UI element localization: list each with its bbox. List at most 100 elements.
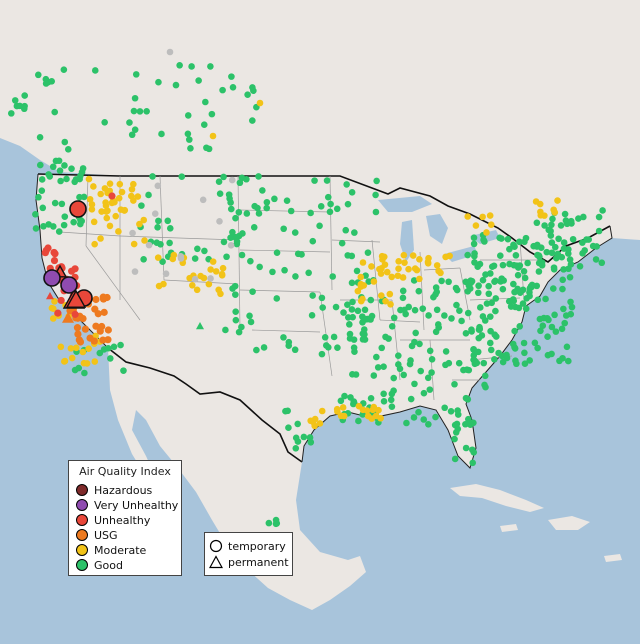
good-station — [548, 221, 555, 229]
good-station — [107, 355, 114, 362]
good-station — [291, 229, 299, 236]
good-station — [285, 342, 293, 350]
good-station — [515, 264, 522, 271]
good-station — [426, 347, 434, 355]
unhealthy-permanent-station — [65, 289, 87, 308]
good-station — [497, 252, 504, 260]
good-station — [416, 340, 423, 348]
moderate-station — [130, 240, 138, 248]
good-station — [485, 290, 493, 298]
moderate-station — [136, 220, 143, 228]
good-station — [159, 258, 166, 266]
good-station — [60, 221, 68, 229]
moderate-station — [395, 265, 402, 272]
good-station — [318, 350, 326, 358]
moderate-station — [483, 229, 490, 236]
moderate-station — [86, 195, 94, 203]
moderate-station — [400, 251, 408, 259]
good-station — [292, 445, 300, 452]
good-station — [560, 239, 568, 246]
moderate-station — [85, 345, 92, 352]
good-station — [143, 107, 150, 115]
good-station — [533, 243, 541, 250]
good-station — [545, 226, 553, 234]
good-station — [308, 312, 316, 319]
good-station — [521, 238, 528, 246]
moderate-station — [381, 261, 389, 268]
good-station — [32, 211, 39, 218]
good-station — [352, 371, 360, 378]
good-station — [200, 121, 208, 128]
good-station — [558, 253, 566, 261]
good-station — [511, 327, 518, 335]
usg-permanent-station — [62, 312, 74, 323]
good-station — [561, 210, 569, 218]
unhealthy-station — [54, 309, 62, 317]
good-station — [232, 291, 239, 298]
good-station — [534, 344, 541, 352]
good-station — [324, 193, 332, 201]
unhealthy-station — [71, 310, 79, 318]
good-station — [553, 254, 560, 262]
moderate-station — [140, 216, 148, 224]
good-station — [117, 341, 124, 349]
moderate-station — [193, 286, 201, 294]
good-station — [569, 235, 577, 243]
good-station — [138, 202, 145, 209]
good-station — [60, 66, 68, 73]
good-station — [222, 326, 229, 334]
good-station — [576, 263, 584, 270]
moderate-station — [388, 273, 396, 281]
good-station — [462, 444, 470, 452]
good-station — [42, 80, 50, 87]
good-station — [548, 323, 556, 331]
legend-item-moderate: Moderate — [75, 543, 146, 557]
good-station — [403, 419, 410, 427]
moderate-station — [112, 212, 120, 220]
good-station — [456, 307, 463, 314]
legend-label: USG — [94, 528, 118, 542]
moderate-station — [102, 199, 109, 206]
usg-station — [79, 314, 87, 323]
good-station — [131, 126, 139, 133]
moderate-station — [197, 272, 204, 280]
good-station — [166, 239, 173, 247]
good-station — [406, 360, 414, 368]
good-station — [323, 177, 331, 184]
good-station — [291, 346, 299, 354]
moderate-station — [380, 253, 388, 261]
moderate-station — [115, 228, 122, 235]
puerto-rico-land — [604, 554, 622, 562]
good-station — [157, 241, 164, 248]
good-station — [482, 271, 489, 278]
moderate-station — [368, 415, 376, 422]
good-station — [130, 107, 138, 115]
good-station — [164, 217, 172, 225]
good-station — [232, 308, 239, 315]
unhealthy-temporary-station — [69, 200, 87, 218]
good-station — [411, 380, 418, 388]
good-station — [528, 281, 536, 289]
good-station — [373, 353, 380, 361]
good-station — [499, 261, 507, 269]
good-station — [110, 343, 118, 351]
good-station — [263, 198, 271, 206]
good-station — [491, 356, 498, 363]
legend-item-hazardous: Hazardous — [75, 483, 152, 497]
no-data-station — [151, 210, 159, 217]
good-station — [145, 191, 152, 199]
good-station — [482, 383, 489, 391]
good-station — [254, 204, 261, 212]
moderate-station — [537, 211, 545, 219]
good-station — [70, 218, 77, 226]
good-station — [395, 361, 402, 368]
good-station — [536, 253, 543, 261]
good-station — [465, 415, 472, 423]
unhealthy-station — [42, 246, 50, 254]
good-station — [463, 366, 471, 373]
good-station — [547, 232, 555, 239]
moderate-station — [370, 405, 378, 412]
unhealthy-station — [57, 296, 65, 305]
good-station — [469, 459, 477, 467]
good-station — [495, 349, 502, 357]
